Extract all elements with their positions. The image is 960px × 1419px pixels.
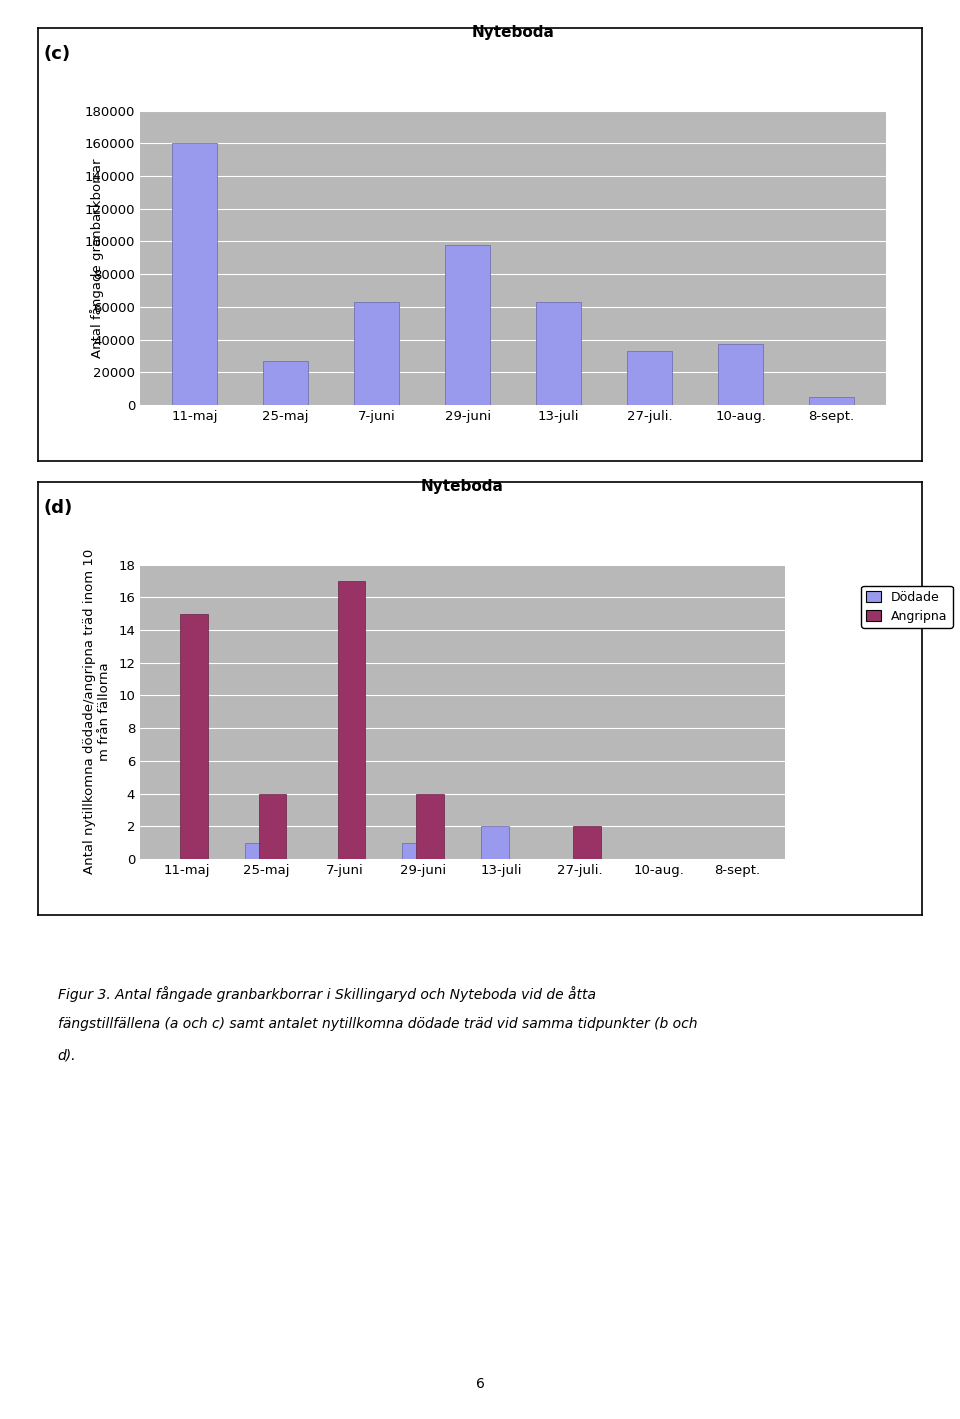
Bar xyxy=(259,793,286,858)
Bar xyxy=(263,360,308,404)
Bar xyxy=(573,826,601,858)
Bar xyxy=(627,350,672,404)
Bar xyxy=(245,843,273,858)
Text: fängstillfällena (a och c) samt antalet nytillkomna dödade träd vid samma tidpun: fängstillfällena (a och c) samt antalet … xyxy=(58,1017,697,1032)
Text: Nyteboda: Nyteboda xyxy=(471,26,555,40)
Text: 6: 6 xyxy=(475,1376,485,1391)
Bar xyxy=(172,143,217,404)
Text: Antal nytillkomna dödade/angripna träd inom 10
m från fällorna: Antal nytillkomna dödade/angripna träd i… xyxy=(83,549,110,874)
Text: Nyteboda: Nyteboda xyxy=(420,480,504,494)
Bar xyxy=(338,580,365,858)
Bar xyxy=(481,826,509,858)
Legend: Dödade, Angripna: Dödade, Angripna xyxy=(861,586,952,627)
Bar xyxy=(416,793,444,858)
Bar xyxy=(718,345,763,404)
Bar xyxy=(180,614,207,858)
Text: Figur 3. Antal fångade granbarkborrar i Skillingaryd och Nyteboda vid de åtta: Figur 3. Antal fångade granbarkborrar i … xyxy=(58,986,595,1002)
Text: (c): (c) xyxy=(43,45,70,64)
Text: (d): (d) xyxy=(43,499,72,518)
Bar xyxy=(402,843,430,858)
Text: Antal fångade granbarkborrar: Antal fångade granbarkborrar xyxy=(90,158,104,358)
Bar xyxy=(536,302,582,404)
Bar xyxy=(444,244,491,404)
Text: d).: d). xyxy=(58,1049,76,1063)
Bar xyxy=(354,302,399,404)
Bar xyxy=(809,397,854,404)
